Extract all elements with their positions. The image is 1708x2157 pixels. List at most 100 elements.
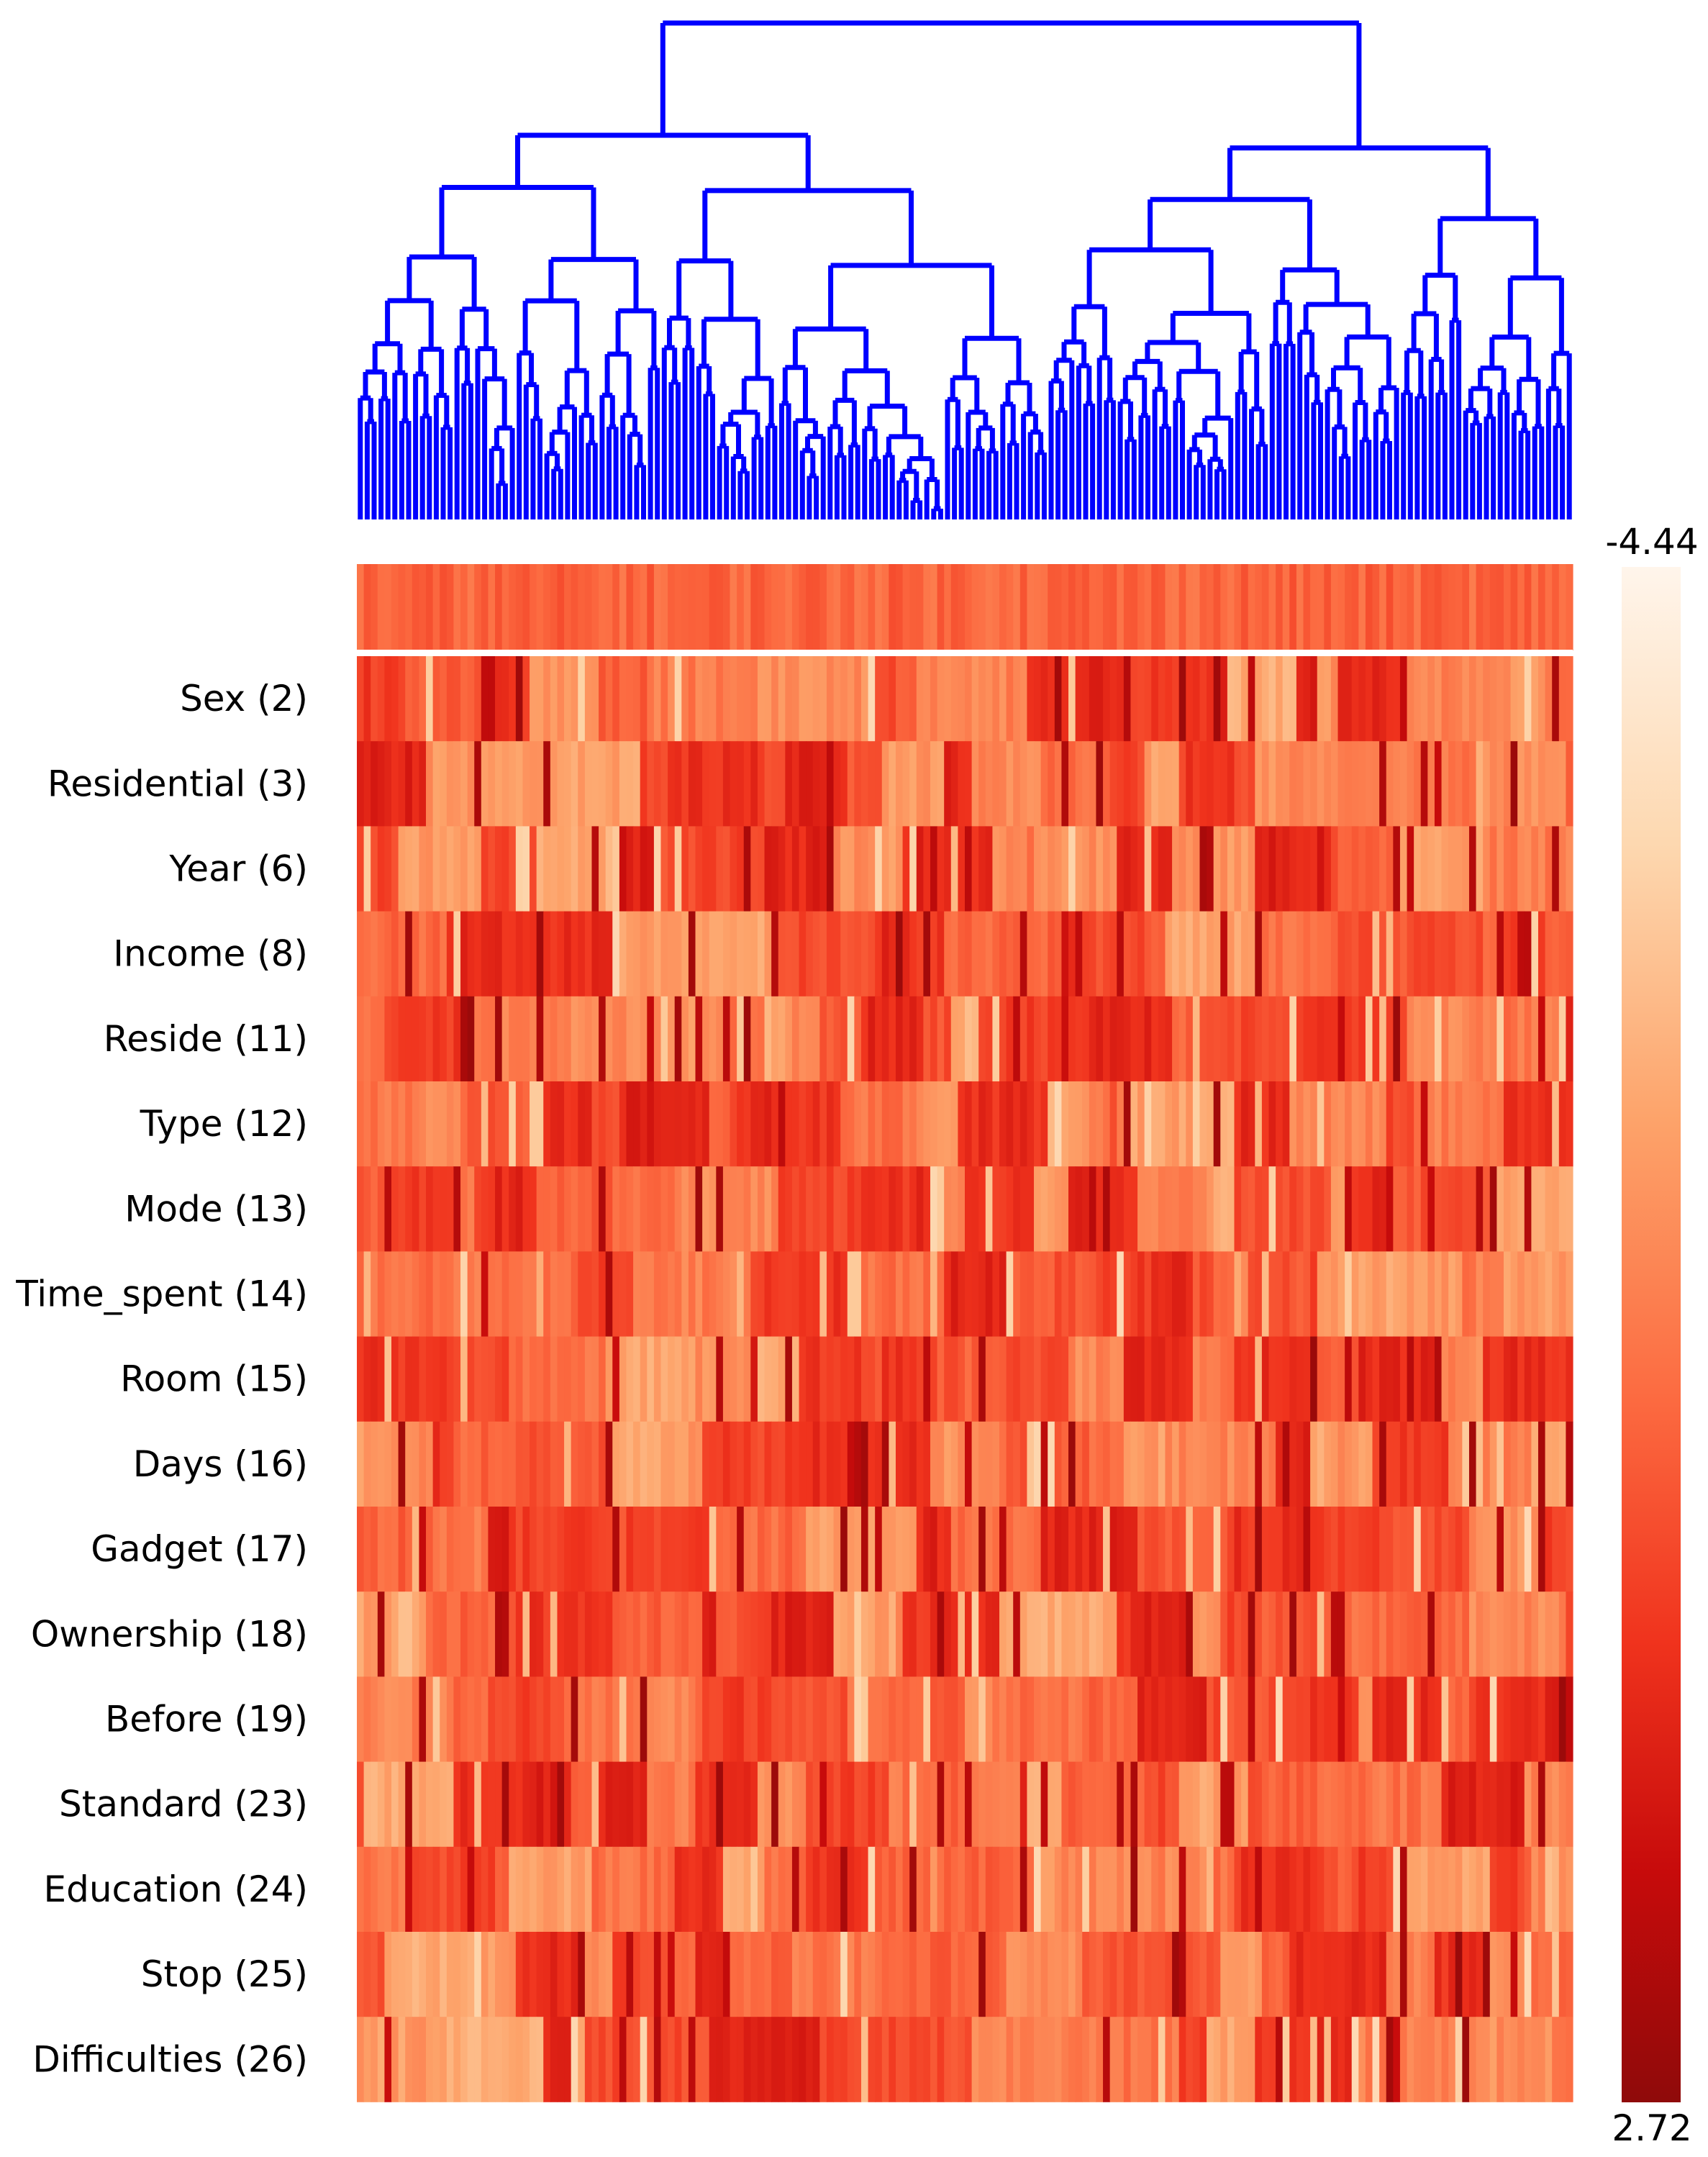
heatmap-cell — [1310, 1251, 1318, 1337]
heatmap-cell — [1213, 1421, 1221, 1507]
heatmap-cell — [536, 1251, 544, 1337]
heatmap-cell — [1489, 1081, 1497, 1167]
heatmap-cell — [1427, 656, 1435, 742]
heatmap-cell — [971, 2017, 979, 2102]
heatmap-cell — [791, 1932, 800, 2017]
summary-cell — [357, 564, 365, 650]
heatmap-cell — [1462, 826, 1470, 912]
heatmap-cell — [1151, 1932, 1159, 2017]
heatmap-cell — [432, 2017, 440, 2102]
heatmap-cell — [716, 741, 724, 827]
heatmap-cell — [1434, 1166, 1443, 1252]
heatmap-cell — [764, 1932, 772, 2017]
heatmap-cell — [1531, 656, 1539, 742]
heatmap-cell — [605, 1421, 613, 1507]
heatmap-cell — [1213, 826, 1221, 912]
heatmap-cell — [971, 1081, 979, 1167]
heatmap-cell — [467, 1932, 475, 2017]
heatmap-cell — [895, 826, 904, 912]
heatmap-cell — [460, 741, 468, 827]
heatmap-cell — [432, 1761, 440, 1848]
heatmap-cell — [1061, 1507, 1069, 1592]
heatmap-cell — [771, 1421, 779, 1507]
heatmap-cell — [1075, 996, 1083, 1082]
heatmap-cell — [1503, 1932, 1512, 2017]
heatmap-cell — [1255, 1166, 1263, 1252]
heatmap-cell — [371, 1421, 378, 1507]
heatmap-cell — [1310, 1591, 1318, 1677]
summary-cell — [1199, 564, 1207, 650]
heatmap-cell — [550, 1591, 558, 1677]
heatmap-cell — [1178, 1081, 1186, 1167]
heatmap-cell — [847, 826, 855, 912]
heatmap-cell — [971, 911, 979, 997]
heatmap-cell — [391, 1932, 399, 2017]
heatmap-cell — [522, 1676, 530, 1762]
heatmap-cell — [446, 1676, 455, 1762]
heatmap-cell — [674, 1251, 682, 1337]
heatmap-cell — [999, 1591, 1007, 1677]
heatmap-cell — [902, 826, 910, 912]
heatmap-cell — [660, 1081, 668, 1167]
heatmap-cell — [757, 1932, 766, 2017]
heatmap-cell — [778, 1591, 786, 1677]
heatmap-cell — [978, 1676, 986, 1762]
heatmap-cell — [730, 741, 737, 827]
heatmap-cell — [1261, 1676, 1270, 1762]
heatmap-cell — [1220, 1507, 1228, 1592]
heatmap-cell — [653, 1846, 662, 1933]
heatmap-cell — [1372, 1932, 1380, 2017]
heatmap-cell — [1061, 656, 1069, 742]
summary-cell — [847, 564, 855, 650]
heatmap-cell — [730, 1846, 737, 1933]
row-label: Before (19) — [105, 1699, 308, 1740]
heatmap-cell — [1082, 996, 1090, 1082]
heatmap-cell — [1248, 996, 1255, 1082]
heatmap-cell — [1241, 1591, 1249, 1677]
heatmap-cell — [737, 1591, 745, 1677]
summary-cell — [799, 564, 807, 650]
heatmap-cell — [405, 1761, 413, 1848]
heatmap-cell — [695, 1676, 703, 1762]
heatmap-cell — [1372, 656, 1380, 742]
heatmap-cell — [1103, 656, 1111, 742]
heatmap-cell — [1103, 1251, 1111, 1337]
heatmap-cell — [1448, 656, 1456, 742]
heatmap-cell — [854, 1081, 862, 1167]
heatmap-cell — [902, 1081, 910, 1167]
heatmap-cell — [1330, 1676, 1339, 1762]
heatmap-cell — [501, 826, 509, 912]
heatmap-cell — [1130, 1507, 1138, 1592]
heatmap-cell — [1365, 1081, 1373, 1167]
heatmap-cell — [550, 1166, 558, 1252]
heatmap-cell — [771, 1166, 779, 1252]
heatmap-cell — [895, 1761, 904, 1848]
heatmap-cell — [384, 1507, 392, 1592]
heatmap-cell — [860, 1846, 869, 1933]
heatmap-cell — [1337, 826, 1345, 912]
summary-cell — [695, 564, 703, 650]
heatmap-cell — [1393, 1761, 1401, 1848]
heatmap-cell — [515, 996, 524, 1082]
heatmap-cell — [1503, 1081, 1512, 1167]
heatmap-cell — [1441, 911, 1449, 997]
heatmap-cell — [688, 996, 696, 1082]
heatmap-cell — [937, 996, 945, 1082]
heatmap-cell — [550, 1336, 558, 1422]
heatmap-cell — [999, 1421, 1007, 1507]
heatmap-cell — [550, 1507, 558, 1592]
heatmap-cell — [668, 1251, 676, 1337]
heatmap-cell — [1289, 1932, 1297, 2017]
heatmap-cell — [833, 1676, 841, 1762]
heatmap-cell — [1393, 1081, 1401, 1167]
heatmap-cell — [1130, 1676, 1138, 1762]
summary-cell — [1061, 564, 1069, 650]
heatmap-cell — [1462, 1251, 1470, 1337]
summary-cell — [647, 564, 655, 650]
heatmap-cell — [722, 1166, 731, 1252]
heatmap-cell — [1165, 1761, 1173, 1848]
heatmap-cell — [868, 996, 876, 1082]
heatmap-cell — [1345, 656, 1353, 742]
heatmap-cell — [978, 1846, 986, 1933]
heatmap-cell — [599, 656, 607, 742]
